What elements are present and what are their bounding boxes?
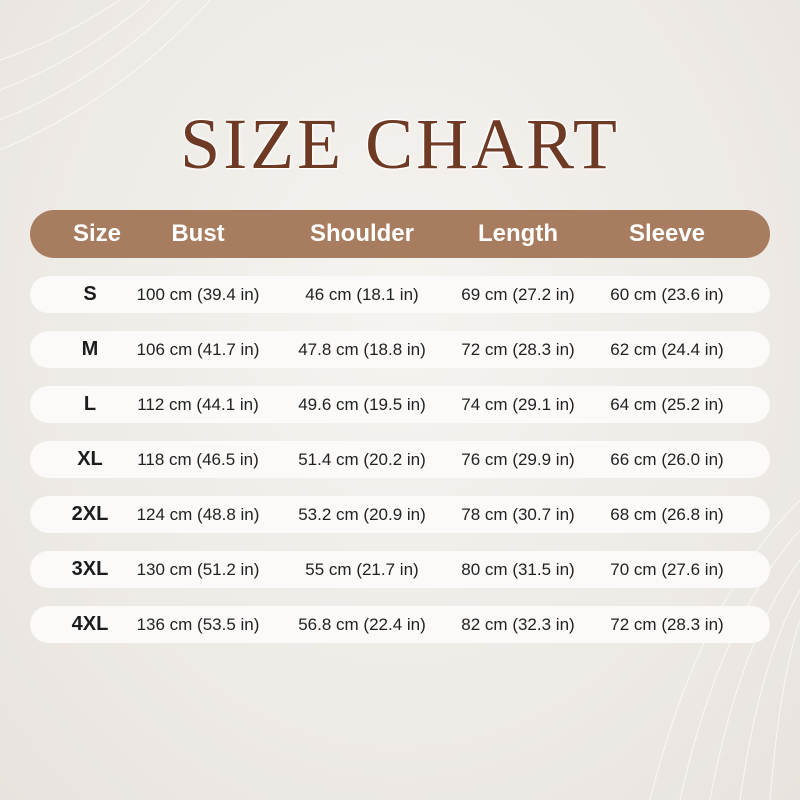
measurement-sleeve: 64 cm (25.2 in) bbox=[610, 394, 724, 414]
column-header-size: Size bbox=[72, 220, 122, 247]
measurement-bust: 130 cm (51.2 in) bbox=[136, 559, 260, 579]
measurement-bust: 106 cm (41.7 in) bbox=[136, 339, 260, 359]
measurement-length: 72 cm (28.3 in) bbox=[461, 339, 575, 359]
measurement-sleeve: 68 cm (26.8 in) bbox=[610, 504, 724, 524]
table-row: 3XL 130 cm (51.2 in) 55 cm (21.7 in) 80 cm … bbox=[30, 551, 770, 588]
measurement-length: 80 cm (31.5 in) bbox=[461, 559, 575, 579]
column-header-shoulder: Shoulder bbox=[309, 220, 415, 247]
measurement-length: 82 cm (32.3 in) bbox=[461, 614, 575, 634]
measurement-shoulder: 47.8 cm (18.8 in) bbox=[298, 339, 426, 359]
size-label: 2XL bbox=[71, 503, 109, 525]
measurement-shoulder: 55 cm (21.7 in) bbox=[305, 559, 419, 579]
measurement-bust: 118 cm (46.5 in) bbox=[137, 449, 259, 469]
size-label: XL bbox=[77, 448, 103, 470]
column-header-bust: Bust bbox=[171, 220, 225, 247]
measurement-bust: 100 cm (39.4 in) bbox=[136, 284, 260, 304]
column-header-length: Length bbox=[478, 220, 558, 247]
measurement-length: 76 cm (29.9 in) bbox=[461, 449, 575, 469]
measurement-sleeve: 60 cm (23.6 in) bbox=[610, 284, 724, 304]
table-row: S 100 cm (39.4 in) 46 cm (18.1 in) 69 cm (2… bbox=[30, 276, 770, 313]
table-row: 2XL 124 cm (48.8 in) 53.2 cm (20.9 in) 78 c… bbox=[30, 496, 770, 533]
measurement-shoulder: 51.4 cm (20.2 in) bbox=[298, 449, 426, 469]
table-header: Size Bust Shoulder Length Sleeve bbox=[30, 210, 770, 258]
table-row: 4XL 136 cm (53.5 in) 56.8 cm (22.4 in) 82 c… bbox=[30, 606, 770, 643]
measurement-bust: 112 cm (44.1 in) bbox=[137, 394, 259, 414]
size-label: 4XL bbox=[71, 613, 109, 635]
column-header-sleeve: Sleeve bbox=[628, 220, 706, 247]
measurement-sleeve: 62 cm (24.4 in) bbox=[610, 339, 724, 359]
measurement-sleeve: 70 cm (27.6 in) bbox=[610, 559, 724, 579]
size-label: L bbox=[83, 393, 97, 415]
size-label: 3XL bbox=[71, 558, 109, 580]
size-label: M bbox=[81, 338, 99, 360]
table-row: L 112 cm (44.1 in) 49.6 cm (19.5 in) 74 cm … bbox=[30, 386, 770, 423]
measurement-length: 78 cm (30.7 in) bbox=[461, 504, 575, 524]
size-label: S bbox=[83, 283, 97, 305]
measurement-length: 74 cm (29.1 in) bbox=[461, 394, 575, 414]
table-row: XL 118 cm (46.5 in) 51.4 cm (20.2 in) 76 cm… bbox=[30, 441, 770, 478]
measurement-shoulder: 56.8 cm (22.4 in) bbox=[298, 614, 426, 634]
measurement-length: 69 cm (27.2 in) bbox=[461, 284, 575, 304]
measurement-sleeve: 66 cm (26.0 in) bbox=[610, 449, 724, 469]
page-title: SIZE CHART bbox=[180, 104, 620, 184]
measurement-shoulder: 53.2 cm (20.9 in) bbox=[298, 504, 426, 524]
measurement-shoulder: 49.6 cm (19.5 in) bbox=[298, 394, 426, 414]
table-row: M 106 cm (41.7 in) 47.8 cm (18.8 in) 72 cm … bbox=[30, 331, 770, 368]
measurement-sleeve: 72 cm (28.3 in) bbox=[610, 614, 724, 634]
measurement-shoulder: 46 cm (18.1 in) bbox=[305, 284, 419, 304]
measurement-bust: 136 cm (53.5 in) bbox=[136, 614, 260, 634]
measurement-bust: 124 cm (48.8 in) bbox=[136, 504, 260, 524]
